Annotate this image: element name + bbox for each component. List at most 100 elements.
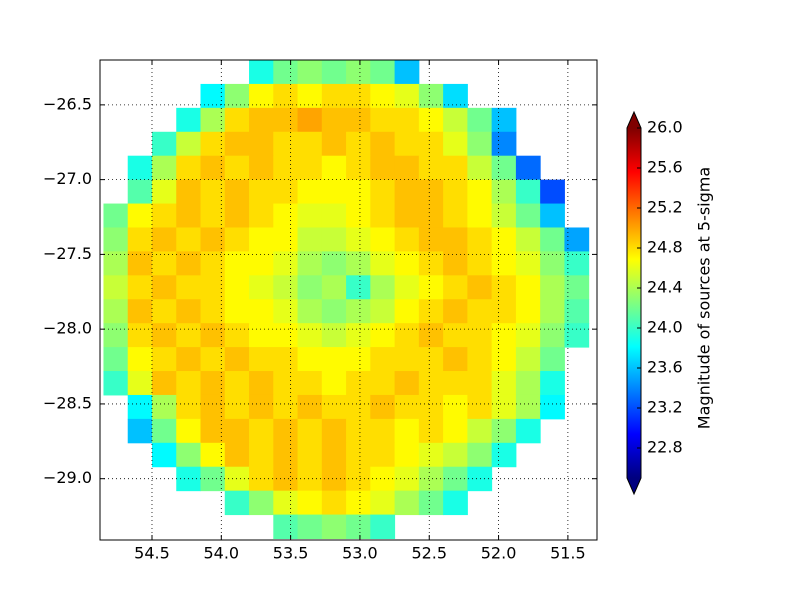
colorbar-tick-label: 22.8 [647, 438, 683, 457]
cell [224, 131, 250, 157]
cell [346, 131, 371, 157]
cell [370, 299, 396, 324]
cell [103, 251, 129, 276]
cell [321, 275, 347, 300]
cell [176, 418, 202, 444]
cell [321, 514, 347, 540]
cell [249, 490, 274, 516]
cell [346, 203, 371, 228]
cell [297, 131, 323, 157]
cell [273, 83, 299, 109]
cell [249, 131, 274, 157]
cell [467, 418, 493, 444]
cell [249, 418, 274, 444]
cell [176, 347, 202, 372]
cell [443, 466, 468, 492]
cell [540, 394, 565, 420]
cell [151, 418, 177, 444]
cell [370, 347, 396, 372]
cell [151, 299, 177, 324]
cell [418, 203, 444, 228]
cell [297, 299, 323, 324]
cell [103, 299, 129, 324]
cell [370, 323, 396, 348]
cell [321, 203, 347, 228]
plot-frame [99, 59, 598, 541]
cell [394, 83, 420, 109]
cell [176, 251, 202, 276]
cell [127, 418, 153, 444]
cell [321, 251, 347, 276]
cell [418, 227, 444, 252]
cell [200, 442, 226, 468]
cell [394, 347, 420, 372]
cell [467, 371, 493, 396]
cell [418, 490, 444, 516]
y-tick-label: −28.0 [43, 319, 92, 338]
cell [443, 251, 468, 276]
cell [515, 155, 541, 181]
cell [467, 394, 493, 420]
cell [564, 251, 590, 276]
cell [467, 299, 493, 324]
cell [540, 227, 565, 252]
cell [127, 155, 153, 181]
cell [346, 299, 371, 324]
cell [467, 203, 493, 228]
cell [418, 131, 444, 157]
cell [273, 347, 299, 372]
cell [321, 179, 347, 205]
cell [297, 371, 323, 396]
cell [249, 179, 274, 205]
cell [564, 227, 590, 252]
cell [491, 275, 517, 300]
cell [370, 275, 396, 300]
cell [515, 227, 541, 252]
cell [103, 371, 129, 396]
cell [491, 394, 517, 420]
cell [467, 155, 493, 181]
cell [370, 394, 396, 420]
cell [418, 251, 444, 276]
cell [321, 131, 347, 157]
cell [346, 107, 371, 133]
cell [443, 155, 468, 181]
cell [273, 299, 299, 324]
cell [394, 131, 420, 157]
cell [443, 394, 468, 420]
cell [321, 60, 347, 85]
cell [273, 394, 299, 420]
cell [273, 107, 299, 133]
cell [394, 155, 420, 181]
cell [370, 83, 396, 109]
cell [467, 107, 493, 133]
cell [297, 490, 323, 516]
cell [491, 323, 517, 348]
cell [151, 323, 177, 348]
cell [273, 466, 299, 492]
cell [346, 442, 371, 468]
colorbar-tick-label: 25.6 [647, 158, 683, 177]
cell [321, 371, 347, 396]
cell [273, 490, 299, 516]
cell [224, 251, 250, 276]
cell [273, 323, 299, 348]
cell [103, 275, 129, 300]
colorbar-tick-label: 26.0 [647, 118, 683, 137]
cell [346, 514, 371, 540]
cell [346, 371, 371, 396]
cell [443, 83, 468, 109]
cell [443, 299, 468, 324]
x-tick-label: 53.0 [342, 544, 378, 563]
cell [346, 179, 371, 205]
y-tick-label: −27.0 [43, 169, 92, 188]
cell [564, 299, 590, 324]
x-tick-label: 52.0 [481, 544, 517, 563]
colorbar-extend-bottom [627, 478, 641, 494]
cell [127, 275, 153, 300]
cell [321, 107, 347, 133]
cell [491, 442, 517, 468]
cell [249, 83, 274, 109]
axes: 54.5 54.0 53.5 53.0 52.5 52.0 51.5 −26.5 −27.0 −2… [43, 60, 597, 563]
cell [491, 131, 517, 157]
